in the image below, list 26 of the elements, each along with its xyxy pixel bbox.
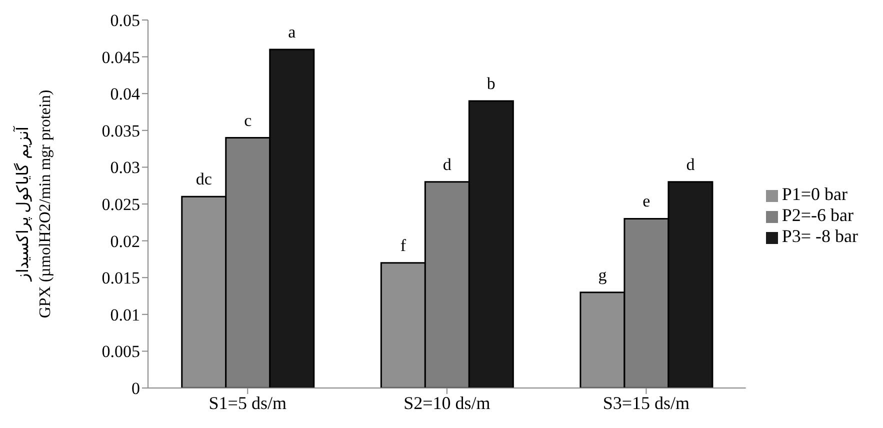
y-tick-label: 0.05 (110, 11, 140, 30)
data-label: f (400, 236, 406, 255)
data-label: a (288, 22, 296, 42)
x-tick-label: S1=5 ds/m (208, 392, 286, 413)
y-tick-label: 0.015 (102, 268, 140, 288)
y-tick-label: 0.025 (102, 195, 140, 214)
x-tick-label: S2=10 ds/m (404, 392, 490, 413)
legend-label: P1=0 bar (782, 184, 848, 204)
y-tick-label: 0.045 (102, 48, 140, 67)
data-label: d (442, 154, 452, 174)
data-label: g (598, 265, 608, 284)
y-tick-label: 0.01 (110, 305, 140, 324)
y-tick-label: 0.04 (110, 84, 140, 104)
data-label: c (244, 110, 252, 130)
data-label: dc (196, 170, 212, 189)
y-tick-label: 0.035 (102, 121, 140, 140)
data-label: e (642, 192, 650, 211)
y-tick-label: 0 (132, 379, 140, 398)
legend-label: P3= -8 bar (782, 226, 858, 246)
data-label: b (486, 74, 496, 93)
legend-label: P2=-6 bar (782, 205, 854, 225)
y-tick-label: 0.02 (110, 232, 140, 251)
y-tick-label: 0.03 (110, 158, 140, 178)
y-tick-label: 0.005 (102, 342, 140, 362)
x-tick-label: S3=15 ds/m (602, 392, 690, 413)
data-label: d (686, 154, 696, 174)
